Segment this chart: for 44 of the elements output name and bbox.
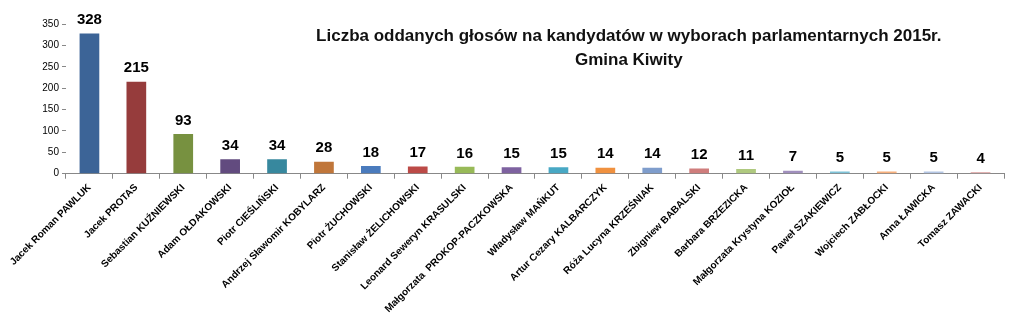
y-tick-label: 350 bbox=[42, 17, 60, 29]
y-tick-label: 200 bbox=[42, 81, 60, 93]
y-tick-label: 0 bbox=[53, 167, 60, 179]
bar bbox=[126, 81, 147, 174]
bar bbox=[736, 169, 756, 174]
text: Gmina Kiwity bbox=[574, 49, 684, 69]
data-label: 15 bbox=[503, 143, 520, 161]
data-label: 215 bbox=[123, 58, 149, 76]
data-label: 17 bbox=[409, 143, 427, 161]
bar bbox=[548, 167, 569, 174]
y-tick-label: 300 bbox=[42, 39, 60, 51]
data-label: 18 bbox=[362, 142, 380, 160]
y-tick-label: 150 bbox=[42, 103, 60, 115]
data-label: 14 bbox=[643, 144, 662, 162]
data-label: 15 bbox=[550, 143, 567, 161]
data-label: 5 bbox=[882, 148, 891, 166]
data-label: 14 bbox=[597, 144, 615, 162]
data-label: 28 bbox=[315, 138, 333, 156]
bar bbox=[267, 159, 287, 174]
y-tick-label: 100 bbox=[42, 124, 60, 136]
data-label: 4 bbox=[976, 148, 986, 166]
y-tick-label: 50 bbox=[47, 146, 60, 158]
bar bbox=[173, 133, 194, 174]
data-label: 11 bbox=[738, 145, 754, 163]
bar bbox=[454, 166, 475, 174]
bar bbox=[79, 33, 100, 174]
chart-title: Liczba oddanych głosów na kandydatów w wyborach parlamentarnych 2015r. bbox=[316, 25, 942, 45]
bar bbox=[501, 167, 522, 174]
data-label: 12 bbox=[690, 145, 708, 163]
bar bbox=[220, 159, 240, 174]
data-label: 16 bbox=[456, 143, 473, 161]
bar bbox=[360, 166, 381, 174]
bar bbox=[642, 167, 663, 174]
bar bbox=[407, 166, 428, 174]
bar bbox=[314, 161, 334, 174]
data-label: 5 bbox=[835, 148, 845, 166]
data-label: 5 bbox=[929, 148, 938, 166]
data-label: 34 bbox=[268, 135, 287, 153]
data-label: 93 bbox=[174, 110, 192, 128]
data-label: 34 bbox=[221, 135, 240, 153]
bar bbox=[595, 167, 616, 174]
data-label: 328 bbox=[76, 10, 102, 28]
y-tick-label: 250 bbox=[42, 60, 60, 72]
data-label: 7 bbox=[788, 147, 798, 165]
